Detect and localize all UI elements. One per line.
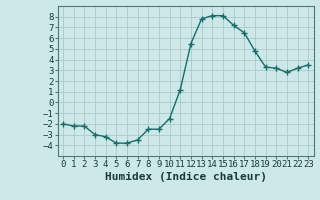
X-axis label: Humidex (Indice chaleur): Humidex (Indice chaleur) <box>105 172 267 182</box>
